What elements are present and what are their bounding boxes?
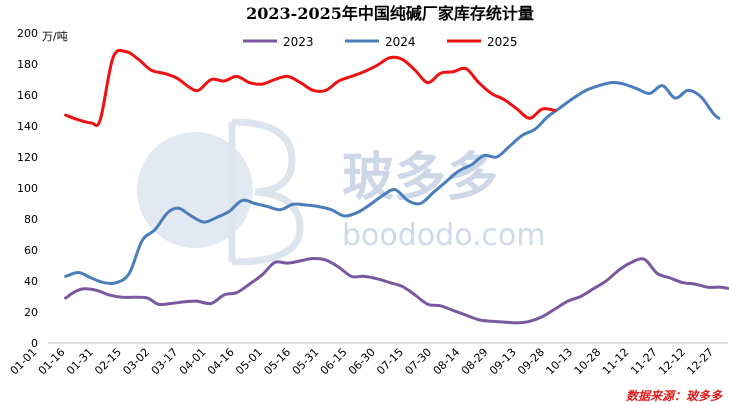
x-tick-label: 01-16 bbox=[36, 346, 68, 378]
x-tick-label: 01-31 bbox=[64, 346, 96, 378]
x-tick-label: 09-13 bbox=[487, 346, 519, 378]
x-tick-label: 06-15 bbox=[318, 346, 350, 378]
x-tick-label: 10-28 bbox=[572, 346, 604, 378]
y-tick-label: 100 bbox=[17, 182, 38, 195]
legend: 2023 2024 2025 bbox=[243, 35, 518, 49]
legend-label-2025: 2025 bbox=[487, 35, 518, 49]
x-tick-label: 01-01 bbox=[8, 346, 40, 378]
x-tick-label: 12-27 bbox=[684, 346, 716, 378]
y-tick-label: 160 bbox=[17, 89, 38, 102]
legend-label-2023: 2023 bbox=[283, 35, 314, 49]
x-tick-label: 08-29 bbox=[459, 346, 491, 378]
x-tick-label: 05-31 bbox=[290, 346, 322, 378]
watermark: 玻多多 boododo.com bbox=[137, 118, 546, 266]
x-tick-label: 07-30 bbox=[402, 346, 434, 378]
x-tick-label: 11-27 bbox=[628, 346, 660, 378]
y-tick-label: 180 bbox=[17, 58, 38, 71]
watermark-url-text: boododo.com bbox=[342, 218, 546, 253]
series-line-2024 bbox=[64, 81, 721, 285]
series-line-2023 bbox=[64, 256, 729, 325]
chart-title: 2023-2025年中国纯碱厂家库存统计量 bbox=[246, 4, 534, 23]
y-tick-label: 60 bbox=[24, 244, 38, 257]
watermark-chinese-text: 玻多多 bbox=[342, 147, 498, 208]
series-line-2025 bbox=[64, 48, 557, 128]
series-group bbox=[64, 48, 729, 325]
y-tick-label: 200 bbox=[17, 27, 38, 40]
x-tick-label: 12-12 bbox=[656, 346, 688, 378]
watermark-logo-circle bbox=[137, 132, 253, 248]
watermark-logo-b bbox=[228, 118, 304, 266]
x-axis: 01-0101-1601-3102-1503-0203-1704-0104-16… bbox=[8, 342, 728, 378]
x-tick-label: 06-30 bbox=[346, 346, 378, 378]
y-axis-unit: 万/吨 bbox=[42, 30, 68, 43]
x-tick-label: 07-15 bbox=[374, 346, 406, 378]
x-tick-label: 10-13 bbox=[543, 346, 575, 378]
x-tick-label: 02-15 bbox=[92, 346, 124, 378]
x-tick-label: 04-16 bbox=[205, 346, 237, 378]
y-tick-label: 120 bbox=[17, 151, 38, 164]
y-axis: 0 20 40 60 80 100 120 140 160 180 200 bbox=[17, 27, 38, 350]
x-tick-label: 05-01 bbox=[233, 346, 265, 378]
legend-label-2024: 2024 bbox=[385, 35, 416, 49]
x-tick-label: 04-01 bbox=[177, 346, 209, 378]
x-tick-label: 11-12 bbox=[600, 346, 632, 378]
y-tick-label: 140 bbox=[17, 120, 38, 133]
x-tick-label: 03-02 bbox=[120, 346, 152, 378]
source-note: 数据来源：玻多多 bbox=[626, 389, 723, 403]
y-tick-label: 20 bbox=[24, 306, 38, 319]
x-tick-label: 03-17 bbox=[149, 346, 181, 378]
x-tick-label: 09-28 bbox=[515, 346, 547, 378]
y-tick-label: 0 bbox=[31, 337, 38, 350]
y-tick-label: 40 bbox=[24, 275, 38, 288]
y-tick-label: 80 bbox=[24, 213, 38, 226]
x-tick-label: 05-16 bbox=[261, 346, 293, 378]
x-tick-label: 08-14 bbox=[431, 346, 463, 378]
